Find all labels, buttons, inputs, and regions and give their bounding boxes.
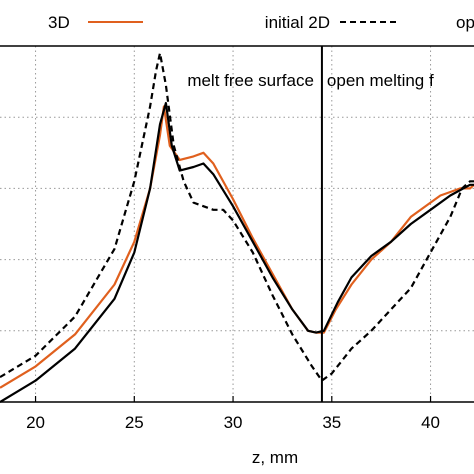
x-tick-label: 35 [322,413,341,432]
series-line-0 [0,105,474,389]
legend-label-0: 3D [48,13,70,32]
x-axis-label: z, mm [252,448,298,467]
x-tick-label: 40 [421,413,440,432]
series-line-2 [0,101,474,403]
x-tick-label: 25 [125,413,144,432]
x-tick-label: 30 [224,413,243,432]
annotation-right-region: open melting f [327,71,434,90]
x-tick-label: 20 [26,413,45,432]
legend-label-1: initial 2D [265,13,330,32]
legend-label-2: op [456,13,474,32]
annotations: melt free surface open melting f [187,46,434,402]
series-line-1 [0,52,474,382]
annotation-left-region: melt free surface [187,71,314,90]
x-tick-labels: 20 25 30 35 40 [26,413,440,432]
legend: 3D initial 2D op [48,13,474,32]
grid [0,46,474,402]
plot-frame [0,45,474,403]
series-layer [0,52,474,403]
